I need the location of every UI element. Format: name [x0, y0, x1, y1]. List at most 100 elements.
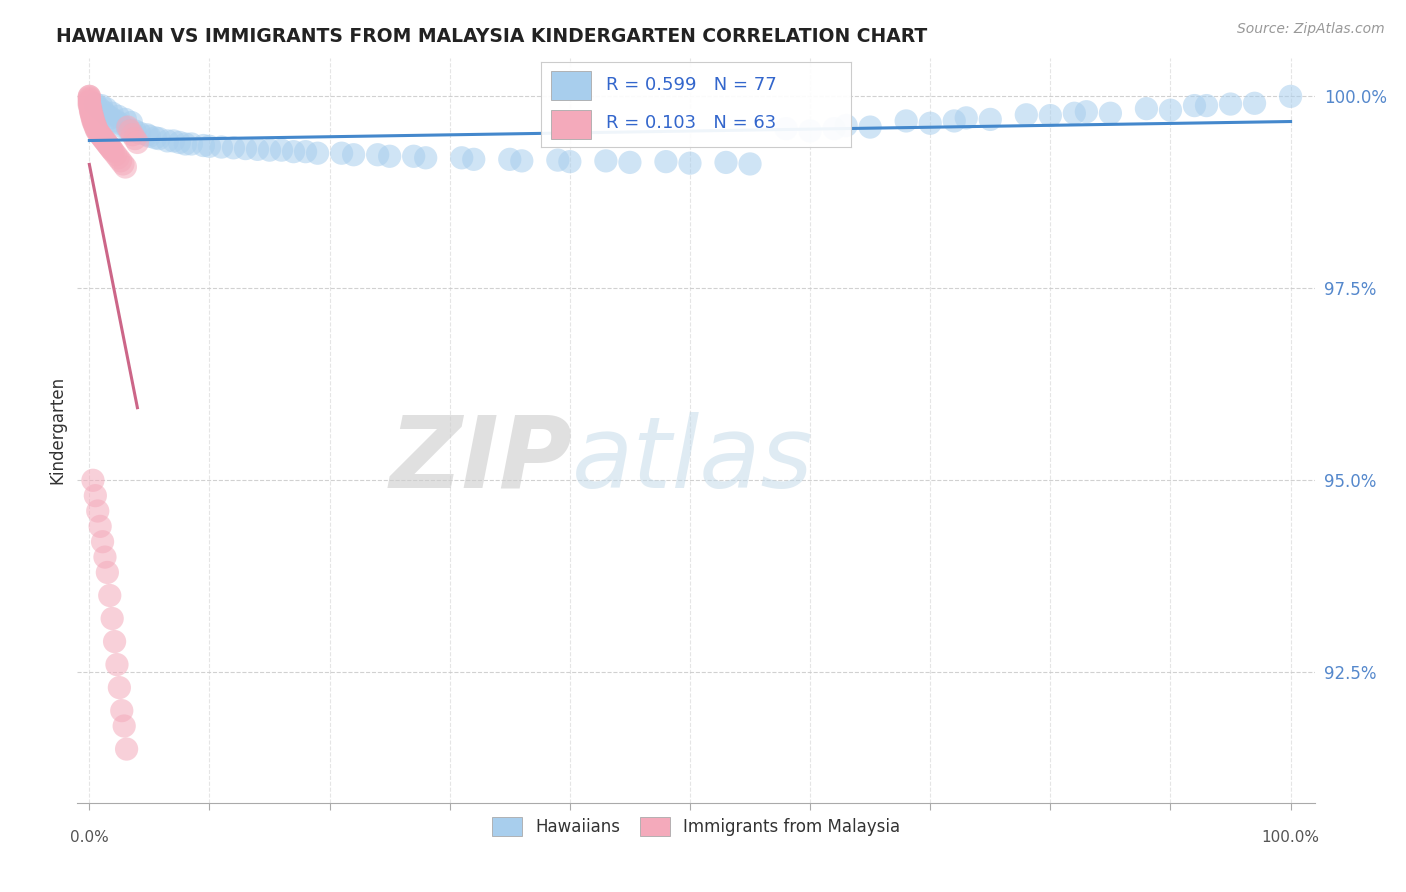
- Point: [94, 550, 117, 565]
- Point: [80, 109, 103, 123]
- Point: [110, 153, 132, 168]
- Point: [283, 145, 305, 159]
- Text: 0.0%: 0.0%: [70, 830, 108, 845]
- Point: [979, 112, 1001, 127]
- Point: [79, 91, 101, 105]
- Point: [307, 146, 329, 161]
- Point: [1076, 104, 1098, 119]
- Text: R = 0.103   N = 63: R = 0.103 N = 63: [606, 114, 776, 132]
- Point: [105, 657, 128, 672]
- Point: [84, 119, 107, 133]
- Point: [124, 124, 146, 138]
- Point: [112, 719, 135, 733]
- Point: [100, 111, 122, 125]
- Bar: [551, 110, 591, 139]
- Point: [136, 128, 159, 142]
- Point: [87, 125, 110, 139]
- Point: [84, 120, 107, 134]
- Point: [920, 116, 942, 130]
- Point: [1039, 109, 1062, 123]
- Point: [558, 154, 581, 169]
- Point: [235, 142, 257, 156]
- Point: [115, 742, 138, 756]
- Point: [98, 140, 121, 154]
- Point: [80, 106, 103, 120]
- Point: [378, 149, 401, 163]
- Point: [79, 103, 101, 118]
- Point: [98, 589, 121, 603]
- Point: [1219, 97, 1241, 112]
- Point: [120, 115, 142, 129]
- Point: [101, 106, 124, 120]
- Point: [79, 102, 101, 116]
- Point: [90, 98, 112, 112]
- Point: [107, 109, 129, 123]
- Text: ZIP: ZIP: [389, 412, 572, 508]
- Point: [96, 136, 118, 151]
- Point: [87, 101, 110, 115]
- Point: [799, 124, 821, 138]
- Point: [80, 108, 103, 122]
- Point: [835, 119, 858, 133]
- Point: [294, 145, 316, 159]
- Point: [547, 153, 569, 167]
- Point: [111, 120, 134, 134]
- Point: [79, 98, 101, 112]
- Point: [79, 94, 101, 108]
- Point: [108, 116, 131, 130]
- Point: [198, 139, 221, 153]
- Point: [96, 109, 118, 123]
- Point: [1135, 102, 1157, 116]
- Point: [222, 141, 245, 155]
- Point: [96, 136, 118, 150]
- Point: [91, 534, 114, 549]
- Point: [1184, 98, 1206, 112]
- Point: [103, 145, 125, 159]
- Legend: Hawaiians, Immigrants from Malaysia: Hawaiians, Immigrants from Malaysia: [485, 810, 907, 843]
- Point: [79, 95, 101, 110]
- Point: [93, 132, 115, 146]
- Point: [415, 151, 437, 165]
- Point: [89, 519, 111, 533]
- Point: [117, 120, 139, 134]
- Point: [94, 134, 117, 148]
- Point: [83, 117, 105, 131]
- Point: [1195, 98, 1218, 112]
- Point: [117, 121, 139, 136]
- Point: [101, 611, 124, 625]
- Point: [714, 155, 737, 169]
- Point: [104, 147, 127, 161]
- Point: [82, 114, 104, 128]
- Point: [896, 114, 918, 128]
- Point: [1159, 103, 1181, 118]
- Text: atlas: atlas: [572, 412, 814, 508]
- Point: [83, 115, 105, 129]
- Point: [463, 153, 485, 167]
- Point: [89, 128, 111, 142]
- Point: [101, 143, 124, 157]
- Point: [82, 111, 104, 125]
- Point: [367, 147, 389, 161]
- Point: [127, 136, 149, 150]
- Point: [1015, 108, 1038, 122]
- Text: HAWAIIAN VS IMMIGRANTS FROM MALAYSIA KINDERGARTEN CORRELATION CHART: HAWAIIAN VS IMMIGRANTS FROM MALAYSIA KIN…: [56, 27, 928, 45]
- Point: [87, 504, 110, 518]
- Point: [138, 129, 160, 144]
- Point: [145, 131, 167, 145]
- Point: [100, 142, 122, 156]
- Point: [1279, 89, 1302, 103]
- Point: [402, 149, 425, 163]
- Text: Source: ZipAtlas.com: Source: ZipAtlas.com: [1237, 22, 1385, 37]
- Point: [162, 134, 184, 148]
- Point: [211, 140, 233, 154]
- Point: [156, 134, 179, 148]
- Point: [108, 681, 131, 695]
- Point: [111, 157, 134, 171]
- Point: [1063, 106, 1085, 120]
- Point: [114, 112, 136, 127]
- Point: [246, 142, 269, 156]
- Point: [104, 114, 127, 128]
- Point: [121, 128, 143, 142]
- Point: [103, 634, 125, 648]
- Point: [128, 126, 150, 140]
